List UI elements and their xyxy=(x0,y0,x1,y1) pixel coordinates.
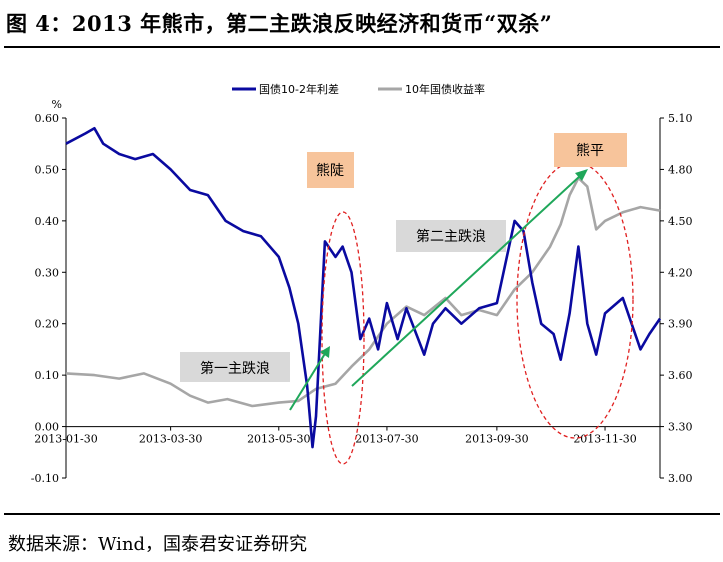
bear-steepening-label: 熊陡 xyxy=(316,163,344,179)
legend-label-spread: 国债10-2年利差 xyxy=(259,82,339,96)
data-source-note: 数据来源：Wind，国泰君安证券研究 xyxy=(8,534,308,555)
left-tick-label: 0.40 xyxy=(35,215,60,228)
right-tick-label: 3.00 xyxy=(668,472,693,485)
spread-yield-line-chart: 0.60 0.50 0.40 0.30 0.20 0.10 0.00 -0.10% 5.10 4.… xyxy=(31,82,693,485)
right-tick-label: 4.20 xyxy=(668,266,693,279)
annotation-layer: 熊陡 第一主跌浪 第二主跌浪 熊平 xyxy=(180,133,634,465)
right-tick-label: 5.10 xyxy=(668,112,693,125)
left-tick-label: 0.20 xyxy=(35,318,60,331)
series-line-10y-yield xyxy=(65,176,661,408)
first-wave-arrowhead xyxy=(320,346,330,358)
right-tick-label: 3.30 xyxy=(668,421,693,434)
x-tick-label: 2013-01-30 xyxy=(34,433,97,446)
left-tick-label: 0.30 xyxy=(35,266,60,279)
bear-flattening-box xyxy=(554,133,627,167)
right-tick-label: 3.90 xyxy=(668,318,693,331)
left-tick-label: 0.00 xyxy=(35,421,60,434)
left-tick-label: 0.60 xyxy=(35,112,60,125)
legend-label-yield: 10年国债收益率 xyxy=(405,82,485,96)
bear-flattening-label: 熊平 xyxy=(576,143,604,159)
x-tick-label: 2013-05-30 xyxy=(247,433,310,446)
series-line-10-2-spread xyxy=(65,127,662,449)
series-layer xyxy=(65,127,662,449)
second-wave-box xyxy=(396,220,506,252)
left-tick-label: 0.10 xyxy=(35,369,60,382)
plot-axes: 0.60 0.50 0.40 0.30 0.20 0.10 0.00 -0.10% 5.10 4.… xyxy=(31,98,693,485)
figure-title: 图 4：2013 年熊市，第二主跌浪反映经济和货币“双杀” xyxy=(6,11,553,36)
right-tick-label: 4.80 xyxy=(668,163,693,176)
x-tick-label: 2013-11-30 xyxy=(573,433,636,446)
first-wave-label: 第一主跌浪 xyxy=(200,360,270,377)
x-tick-label: 2013-07-30 xyxy=(355,433,418,446)
right-tick-label: 3.60 xyxy=(668,369,693,382)
x-tick-label: 2013-03-30 xyxy=(139,433,202,446)
chart-legend: 国债10-2年利差 10年国债收益率 xyxy=(232,82,485,96)
right-tick-label: 4.50 xyxy=(668,215,693,228)
footer-divider xyxy=(4,513,720,515)
bear-steepening-box xyxy=(307,152,354,188)
second-wave-arrowhead xyxy=(575,169,588,181)
bear-steepening-ellipse xyxy=(321,211,365,465)
second-wave-arrow xyxy=(351,175,581,387)
first-wave-arrow xyxy=(289,351,327,411)
second-wave-label: 第二主跌浪 xyxy=(416,228,486,245)
x-tick-label: 2013-09-30 xyxy=(465,433,528,446)
left-axis-unit: % xyxy=(52,98,62,111)
left-tick-label: 0.50 xyxy=(35,163,60,176)
left-tick-label: -0.10 xyxy=(31,472,59,485)
bear-flattening-ellipse xyxy=(516,161,634,439)
first-wave-box xyxy=(180,352,290,382)
title-divider xyxy=(4,46,720,48)
